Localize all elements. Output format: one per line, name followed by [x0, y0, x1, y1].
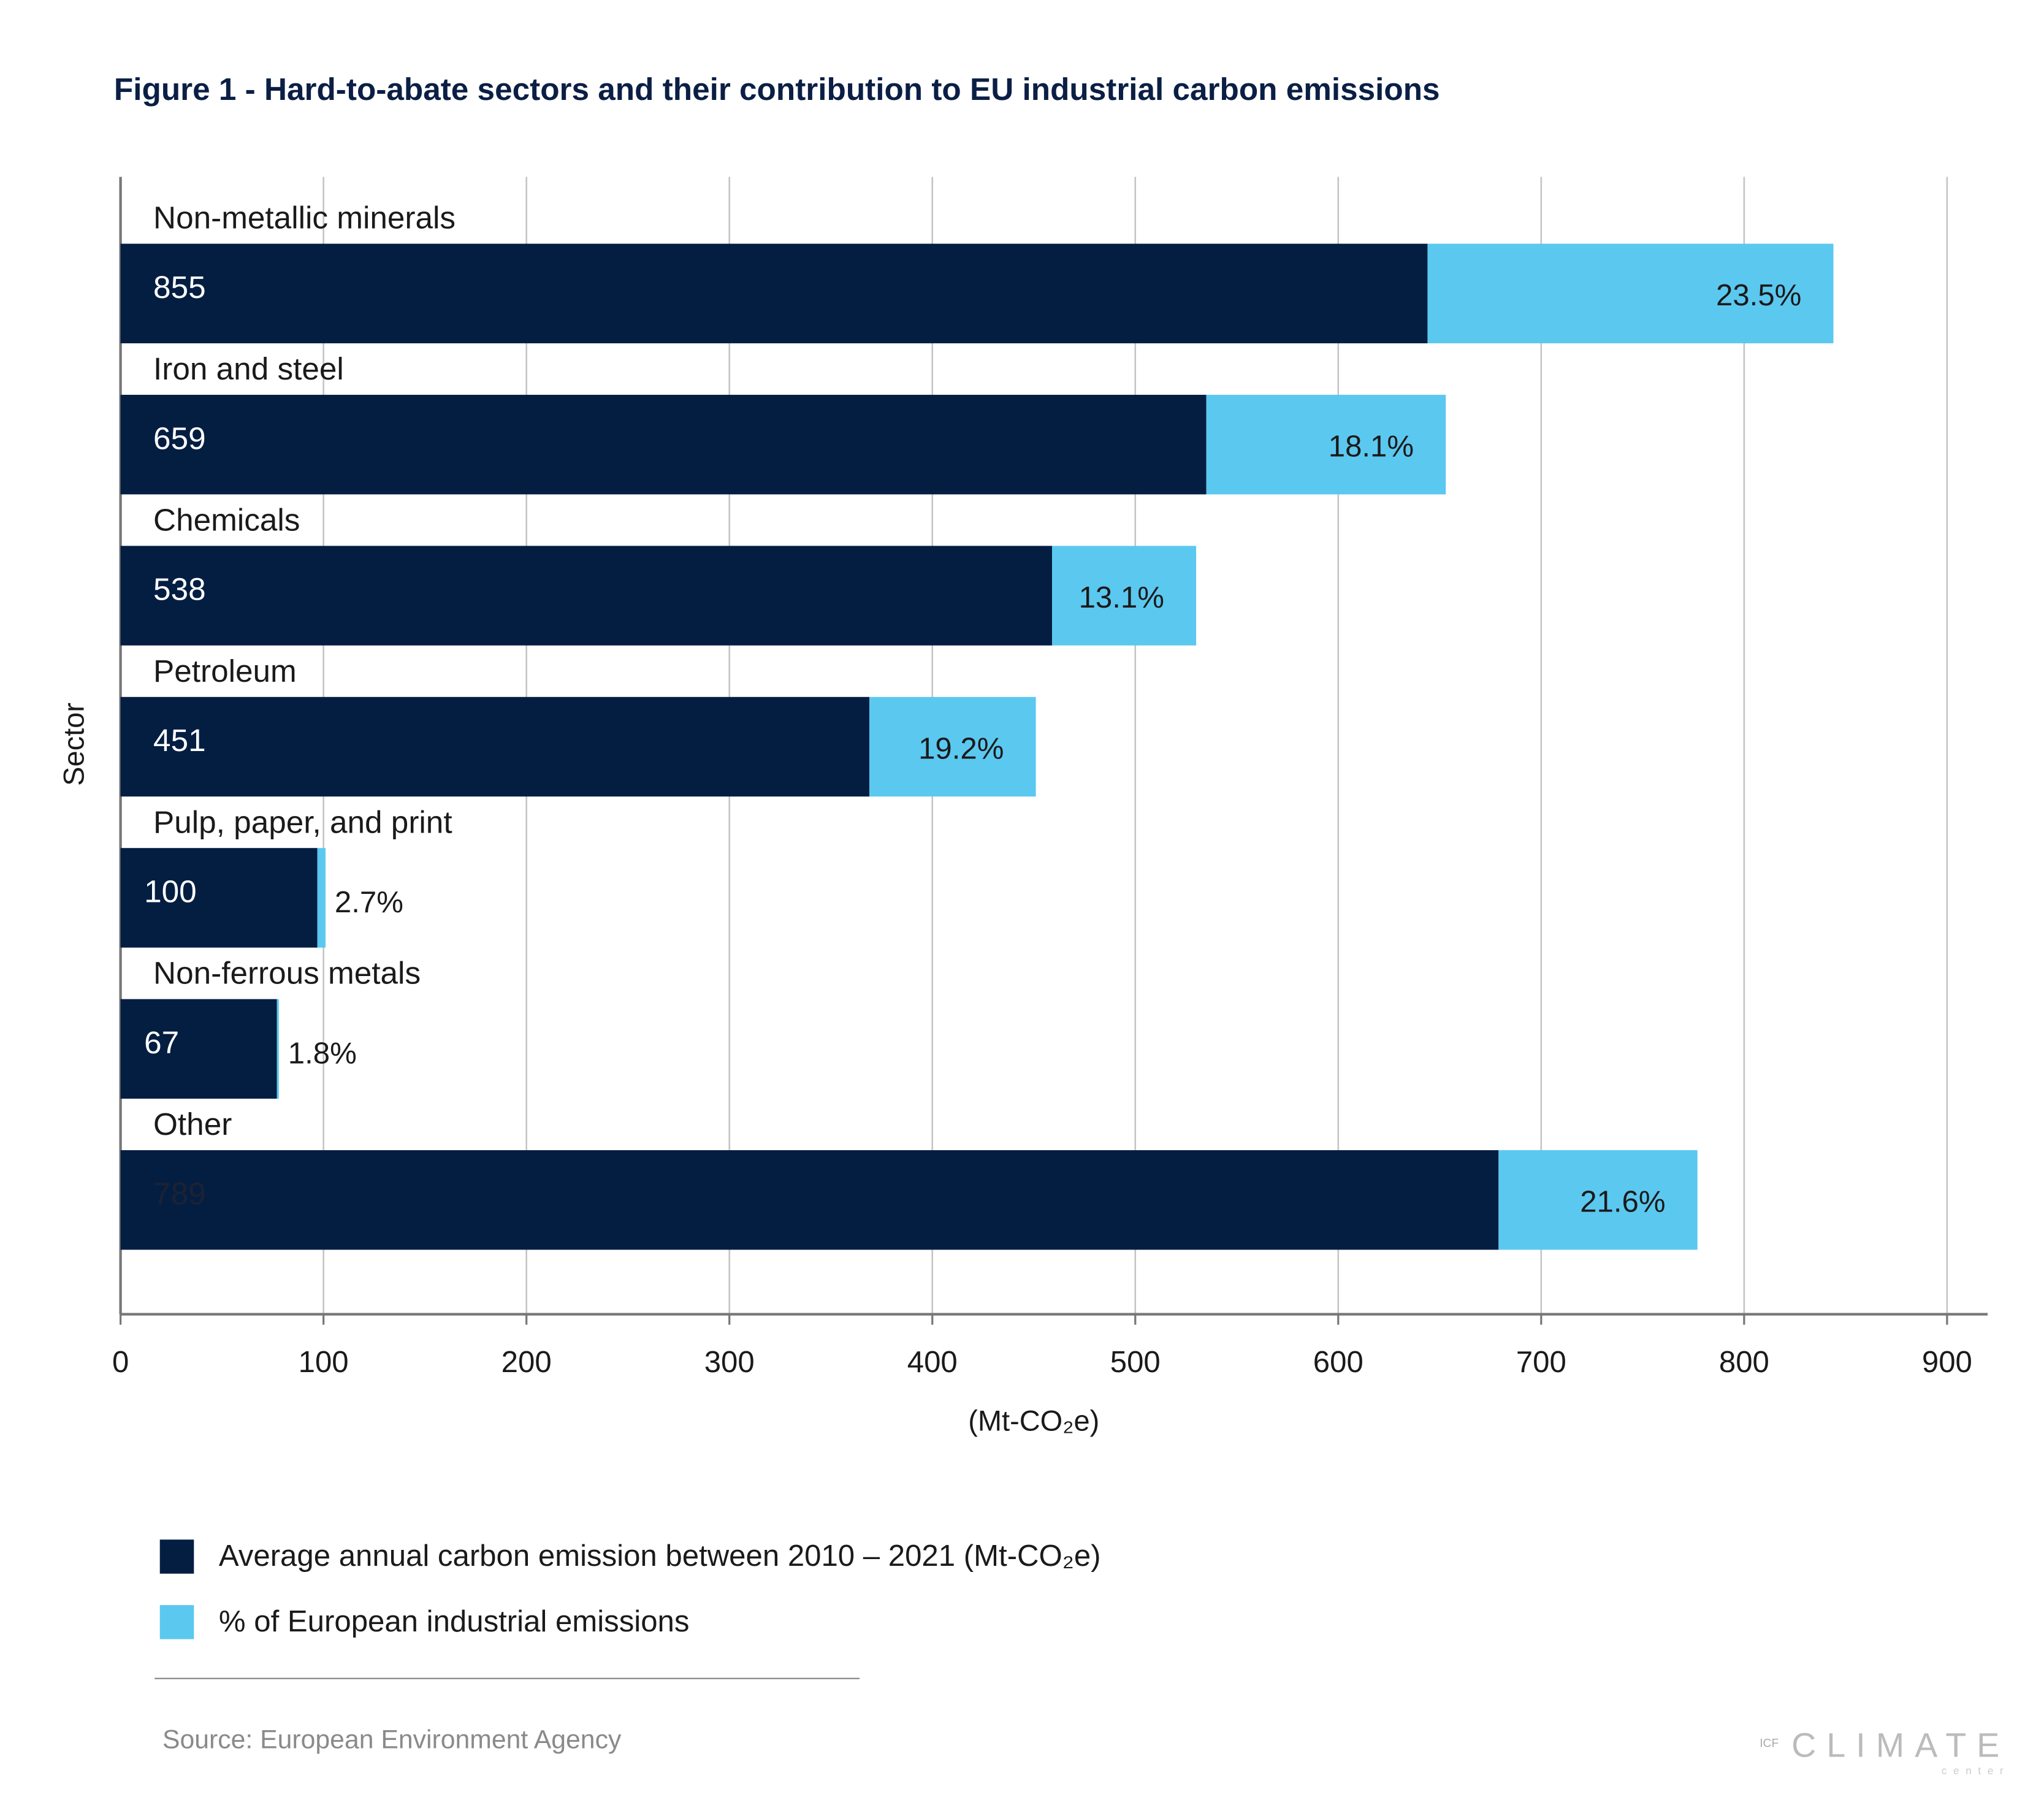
logo-mark: ICF — [1760, 1737, 1779, 1750]
x-tick-label: 700 — [1516, 1346, 1566, 1379]
logo-subname: center — [1942, 1765, 2010, 1777]
share-label: 13.1% — [1079, 581, 1164, 614]
bar-segment — [1052, 546, 1197, 646]
x-tick-label: 500 — [1110, 1346, 1161, 1379]
category-label: Petroleum — [153, 654, 297, 688]
bar-segment — [120, 394, 1207, 495]
share-label: 18.1% — [1329, 430, 1414, 463]
bar-segment — [120, 546, 1053, 646]
chart-title: Figure 1 - Hard-to-abate sectors and the… — [114, 72, 1440, 107]
emission-label: 67 — [144, 1025, 179, 1060]
emission-label: 451 — [153, 723, 206, 758]
share-label: 19.2% — [918, 732, 1004, 765]
bar-segment — [120, 1150, 1499, 1250]
emission-label: 538 — [153, 572, 206, 607]
category-label: Chemicals — [153, 502, 300, 537]
bar-segment — [120, 999, 277, 1099]
category-label: Pulp, paper, and print — [153, 804, 452, 839]
x-tick-label: 800 — [1719, 1346, 1769, 1379]
x-axis-title: (Mt-CO₂e) — [968, 1404, 1099, 1436]
legend-label: Average annual carbon emission between 2… — [219, 1539, 1101, 1573]
category-label: Non-metallic minerals — [153, 200, 456, 235]
x-tick-label: 300 — [704, 1346, 755, 1379]
bar-segment — [120, 696, 870, 797]
bar-segment — [869, 696, 1036, 797]
bar-segment — [120, 848, 318, 948]
bar-segment — [317, 848, 326, 948]
x-tick-label: 600 — [1313, 1346, 1363, 1379]
emission-label: 100 — [144, 874, 197, 909]
x-tick-label: 0 — [112, 1346, 129, 1379]
legend-swatch — [159, 1539, 194, 1574]
emission-label: 855 — [153, 270, 206, 305]
bar-segment — [276, 999, 279, 1099]
x-tick-label: 100 — [299, 1346, 349, 1379]
category-label: Non-ferrous metals — [153, 956, 421, 991]
source: Source: European Environment Agency — [162, 1725, 622, 1755]
emission-label: 789 — [153, 1176, 206, 1211]
logo-name: CLIMATE — [1791, 1726, 2010, 1764]
bar-segment — [120, 243, 1428, 343]
bar-segment — [1427, 243, 1834, 343]
x-tick-label: 400 — [907, 1346, 958, 1379]
share-label: 1.8% — [288, 1037, 357, 1070]
y-axis-title: Sector — [57, 703, 90, 786]
category-label: Other — [153, 1107, 232, 1142]
bar-segment — [1498, 1150, 1698, 1250]
share-label: 21.6% — [1580, 1186, 1665, 1219]
share-label: 2.7% — [335, 886, 403, 919]
legend-swatch — [159, 1605, 194, 1639]
category-label: Iron and steel — [153, 351, 344, 386]
emission-label: 659 — [153, 421, 206, 456]
legend-label: % of European industrial emissions — [219, 1605, 690, 1638]
x-tick-label: 200 — [501, 1346, 552, 1379]
share-label: 23.5% — [1716, 279, 1801, 312]
bar-segment — [1206, 394, 1446, 495]
x-tick-label: 900 — [1922, 1346, 1972, 1379]
